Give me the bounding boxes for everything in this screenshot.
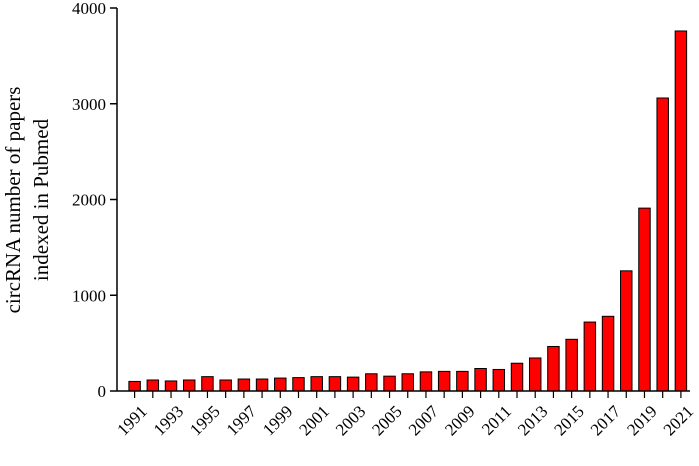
y-tick-label-4000: 4000 (72, 0, 106, 18)
bar-2009 (456, 370, 469, 392)
bar-1999 (274, 377, 287, 392)
bar-2016 (583, 321, 597, 392)
y-axis-label-line-2: indexed in Pubmed (29, 118, 53, 281)
bar-2017 (601, 315, 615, 392)
x-tick-label-2011: 2011 (478, 402, 515, 439)
bar-2018 (620, 270, 633, 392)
x-tick-label-1995: 1995 (186, 402, 223, 439)
bar-2011 (492, 368, 506, 392)
x-tick-label-2015: 2015 (550, 402, 587, 439)
x-tick-label-2021: 2021 (660, 402, 697, 439)
x-tick-label-2019: 2019 (623, 402, 660, 439)
bar-1997 (237, 378, 251, 392)
y-axis-label-line-1: circRNA number of papers (1, 87, 25, 314)
x-tick-label-1991: 1991 (113, 402, 150, 439)
bar-2002 (328, 376, 342, 392)
bar-2012 (510, 362, 524, 392)
y-tick-label-2000: 2000 (72, 191, 106, 210)
bar-1992 (146, 379, 160, 392)
y-axis-label: circRNA number of papers indexed in Pubm… (1, 87, 53, 314)
bar-2008 (437, 370, 451, 392)
bar-2019 (638, 207, 651, 392)
y-tick-label-3000: 3000 (72, 95, 106, 114)
bar-2013 (528, 357, 542, 392)
bar-2021 (674, 30, 688, 392)
bar-1993 (164, 380, 178, 392)
bar-2014 (547, 345, 560, 392)
bar-2004 (365, 373, 378, 392)
bar-2006 (401, 373, 414, 392)
bars (128, 30, 688, 392)
x-tick-label-2009: 2009 (441, 402, 478, 439)
bar-2003 (346, 376, 360, 392)
x-tick-label-1997: 1997 (223, 401, 261, 439)
x-tick-label-1993: 1993 (150, 402, 187, 439)
x-tick-label-2003: 2003 (332, 402, 369, 439)
bar-2000 (292, 377, 305, 392)
bar-1996 (219, 379, 232, 392)
bar-1994 (183, 379, 196, 392)
bar-2010 (474, 368, 487, 392)
y-tick-label-1000: 1000 (72, 286, 106, 305)
bar-2020 (656, 97, 669, 392)
bar-2005 (383, 375, 396, 392)
x-tick-label-2001: 2001 (295, 402, 332, 439)
bar-2007 (419, 371, 433, 392)
x-axis: 1991199319951997199920012003200520072009… (113, 390, 697, 439)
bar-1998 (255, 378, 269, 392)
x-tick-label-2005: 2005 (368, 402, 405, 439)
x-tick-label-2007: 2007 (405, 401, 443, 439)
bar-2001 (310, 376, 323, 392)
x-tick-label-2017: 2017 (587, 401, 625, 439)
bar-1991 (128, 380, 141, 392)
y-axis: 0 1000 2000 3000 4000 (72, 0, 118, 401)
y-tick-label-0: 0 (98, 382, 107, 401)
x-tick-label-2013: 2013 (514, 402, 551, 439)
bar-2015 (565, 338, 578, 392)
x-tick-label-1999: 1999 (259, 402, 296, 439)
bar-1995 (201, 376, 214, 392)
